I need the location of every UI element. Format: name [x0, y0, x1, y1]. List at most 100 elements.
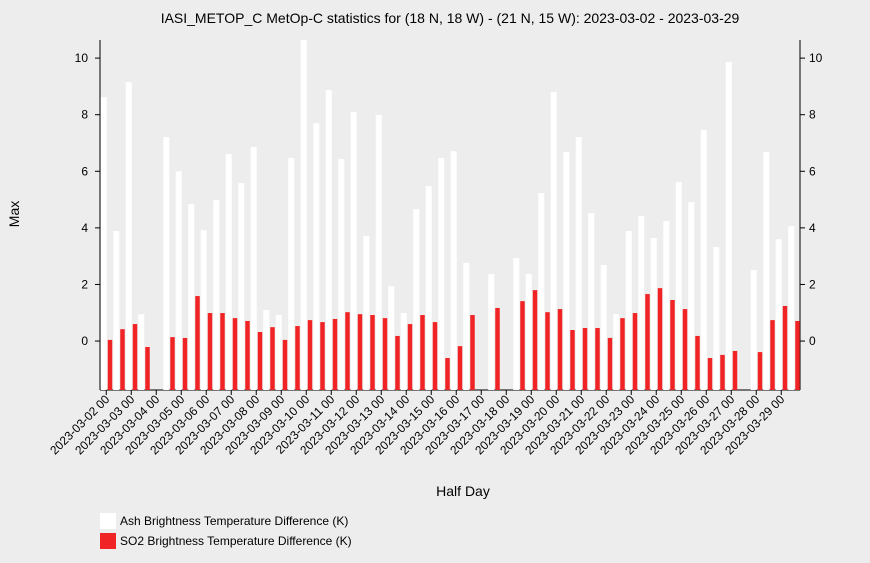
bar — [770, 320, 775, 390]
bar — [207, 313, 213, 390]
bar — [182, 337, 188, 390]
bar — [450, 151, 457, 390]
bar — [320, 322, 325, 390]
bar — [307, 320, 313, 390]
legend-label: SO2 Brightness Temperature Difference (K… — [120, 534, 352, 548]
bar — [170, 337, 175, 390]
bar — [463, 262, 470, 390]
legend-swatch — [100, 513, 116, 529]
bar — [432, 322, 438, 390]
bar — [375, 114, 382, 390]
bar — [670, 300, 675, 390]
bar — [120, 329, 125, 390]
bar — [725, 62, 732, 391]
bar — [195, 296, 200, 390]
bar — [238, 183, 245, 390]
bar — [732, 350, 738, 390]
bar — [563, 152, 570, 390]
bar — [407, 324, 413, 390]
bar — [313, 123, 320, 391]
bar — [763, 152, 770, 390]
bar — [325, 90, 332, 390]
bar — [575, 137, 582, 390]
bar — [600, 264, 607, 390]
y-tick-label: 4 — [81, 221, 88, 235]
bar — [257, 331, 263, 390]
bar — [650, 238, 657, 390]
bar — [338, 159, 345, 390]
y2-tick-label: 6 — [809, 164, 816, 178]
bar — [570, 330, 575, 390]
bar — [720, 354, 725, 390]
bar — [282, 339, 288, 390]
bar — [275, 315, 282, 390]
bar — [775, 239, 782, 390]
y2-tick-label: 4 — [809, 221, 816, 235]
bar — [225, 154, 232, 390]
bar — [270, 327, 275, 390]
bar — [188, 204, 195, 390]
bar — [457, 346, 463, 390]
bar — [357, 314, 363, 390]
bar — [175, 171, 182, 390]
bar — [263, 309, 270, 390]
bar — [438, 157, 445, 390]
bar — [445, 358, 450, 390]
bar — [582, 328, 588, 390]
bar — [588, 213, 595, 390]
bar — [220, 313, 225, 390]
chart-title: IASI_METOP_C MetOp-C statistics for (18 … — [161, 10, 740, 26]
bar — [750, 270, 757, 390]
bar — [100, 97, 107, 390]
y-tick-label: 6 — [81, 164, 88, 178]
y-tick-label: 0 — [81, 334, 88, 348]
bar — [675, 182, 682, 390]
bar — [363, 236, 370, 390]
x-axis-label: Half Day — [436, 483, 490, 499]
bar — [700, 129, 707, 390]
bar — [332, 318, 338, 390]
y-axis-label: Max — [6, 201, 22, 227]
bar — [200, 230, 207, 390]
bar — [145, 346, 150, 390]
bar — [532, 290, 538, 390]
bar — [295, 326, 300, 390]
y2-tick-label: 8 — [809, 108, 816, 122]
bar — [538, 193, 545, 390]
bar — [682, 309, 688, 390]
bar — [657, 288, 663, 390]
bar — [595, 328, 600, 390]
bar — [695, 335, 700, 390]
bar — [350, 112, 357, 390]
bar — [757, 352, 763, 390]
bar — [288, 157, 295, 390]
bar — [470, 315, 475, 390]
bar — [613, 314, 620, 390]
bar — [107, 339, 113, 390]
bar — [388, 286, 395, 390]
bar — [520, 301, 525, 390]
y-tick-label: 2 — [81, 277, 88, 291]
bar — [245, 320, 250, 390]
bar — [663, 221, 670, 390]
bar — [488, 273, 495, 390]
bar — [125, 82, 132, 390]
bar — [232, 318, 238, 390]
bar — [413, 209, 420, 390]
bar — [632, 313, 638, 390]
bar — [782, 305, 788, 390]
bar — [400, 313, 407, 390]
bar — [620, 318, 625, 390]
y-tick-label: 8 — [81, 108, 88, 122]
bar — [382, 318, 388, 390]
bar — [250, 146, 257, 390]
y2-tick-label: 10 — [809, 51, 823, 65]
bar — [425, 185, 432, 390]
bar — [300, 40, 307, 390]
bar — [132, 324, 138, 390]
bar — [420, 315, 425, 390]
bar — [113, 230, 120, 390]
bar — [607, 337, 613, 390]
bar — [645, 294, 650, 390]
